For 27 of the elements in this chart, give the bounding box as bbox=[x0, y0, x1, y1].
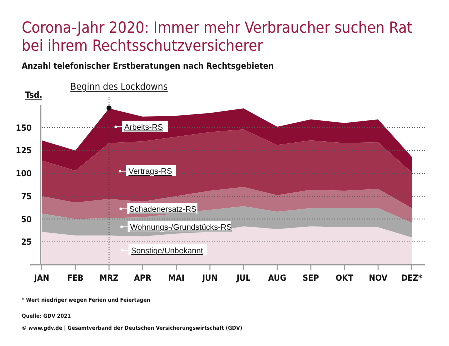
y-tick-label: 25 bbox=[21, 238, 32, 248]
x-tick-label: SEP bbox=[302, 274, 320, 284]
y-axis-title: Tsd. bbox=[25, 91, 43, 101]
x-tick-label: MAI bbox=[168, 274, 185, 284]
x-tick-label: DEZ* bbox=[401, 274, 423, 284]
y-tick-label: 150 bbox=[16, 124, 32, 134]
chart-subtitle: Anzahl telefonischer Erstberatungen nach Rechtsgebieten bbox=[22, 62, 274, 72]
series-label: Wohnungs-/Grundstücks-RS bbox=[130, 222, 232, 232]
x-tick-label: JUL bbox=[236, 274, 251, 284]
x-tick-label: APR bbox=[134, 274, 152, 284]
x-tick-label: JAN bbox=[33, 274, 50, 284]
series-label: Vertrags-RS bbox=[128, 167, 172, 176]
x-tick-label: FEB bbox=[67, 274, 84, 284]
series-label: Sonstige/Unbekannt bbox=[131, 246, 204, 256]
series-label: Schadenersatz-RS bbox=[130, 204, 197, 214]
x-tick-label: JUN bbox=[201, 274, 218, 284]
chart-title: Corona-Jahr 2020: Immer mehr Verbraucher suchen Rat bei ihrem Rechtsschutzversicherer bbox=[22, 19, 414, 55]
x-tick-label: OKT bbox=[336, 274, 354, 284]
x-tick-label: MRZ bbox=[100, 274, 120, 284]
annotation: Beginn des Lockdowns bbox=[70, 82, 168, 93]
x-tick-label: AUG bbox=[268, 274, 287, 284]
y-tick-label: 75 bbox=[21, 192, 32, 202]
x-tick-label: NOV bbox=[369, 274, 388, 284]
series-label: Arbeits-RS bbox=[124, 122, 164, 132]
y-tick-label: 100 bbox=[16, 170, 32, 180]
y-tick-label: 125 bbox=[16, 146, 32, 157]
y-tick-label: 50 bbox=[21, 215, 32, 226]
